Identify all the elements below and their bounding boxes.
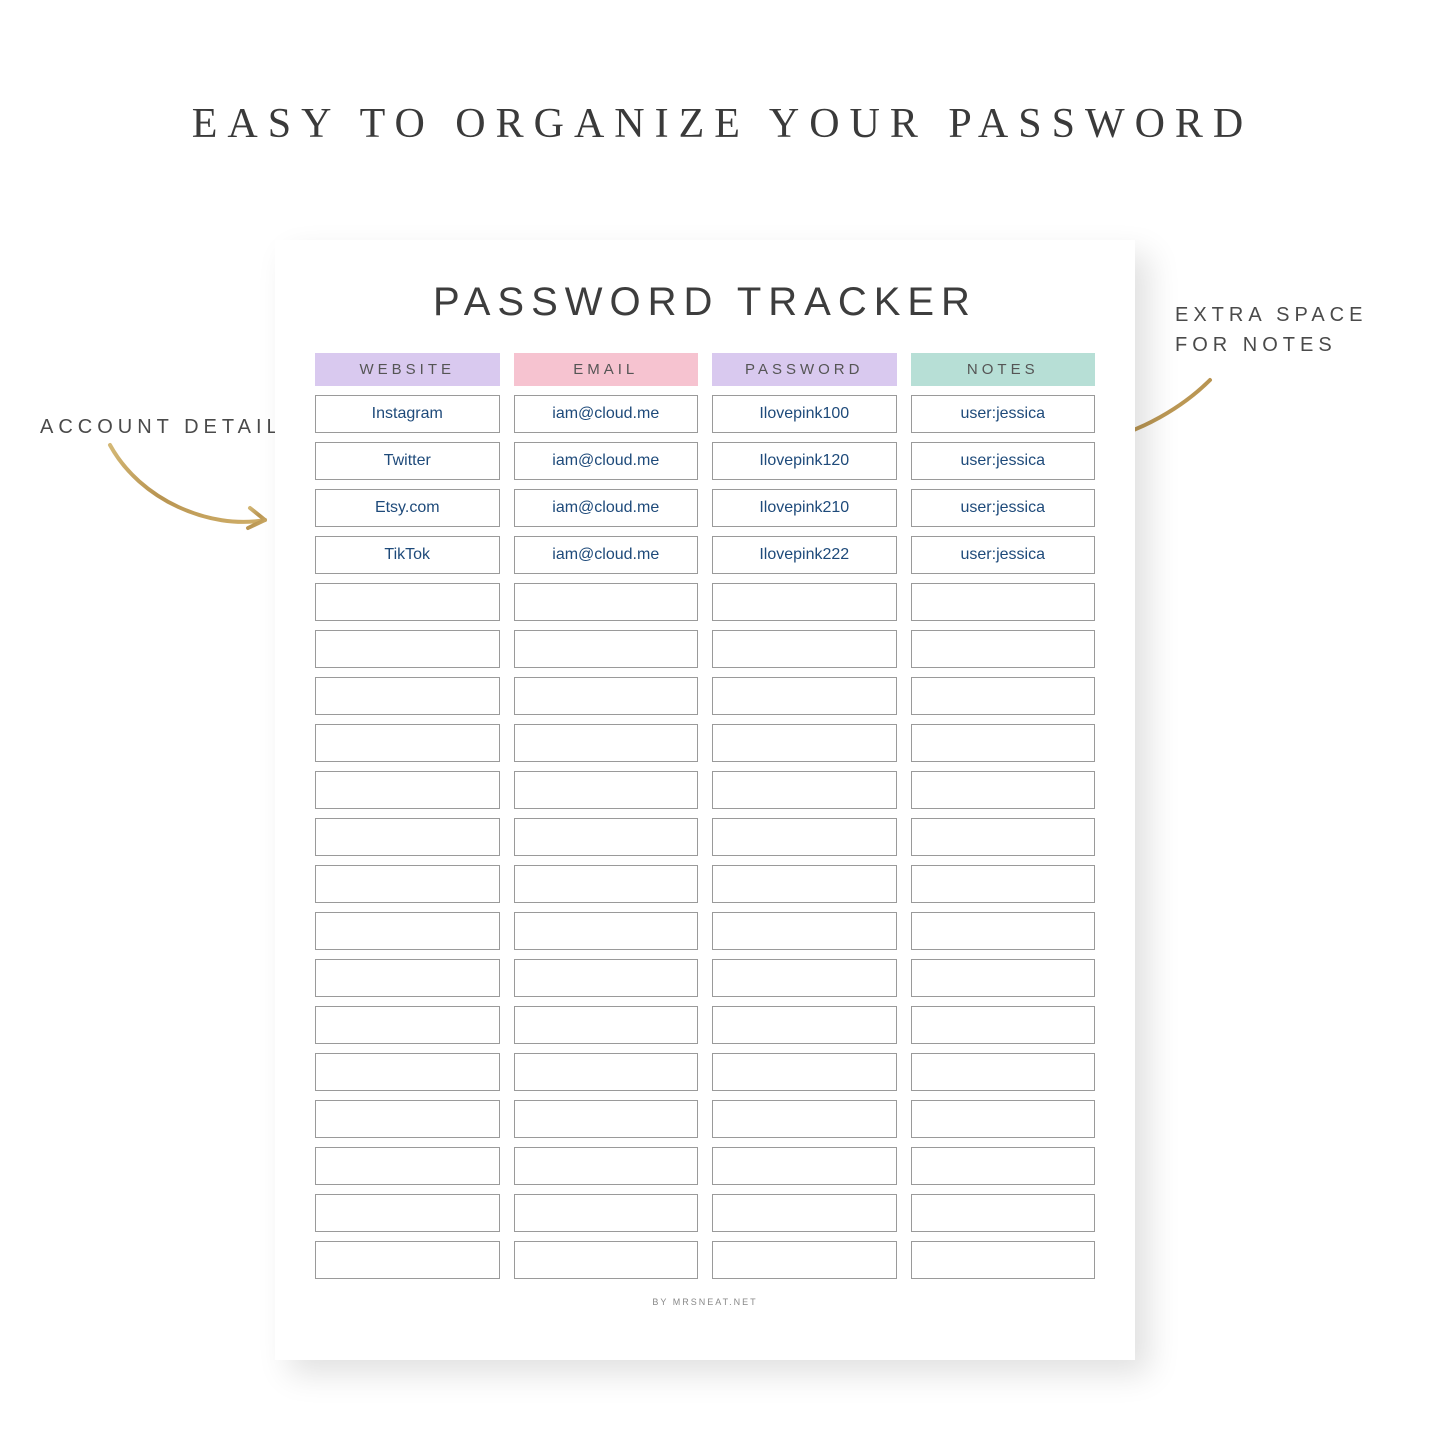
cell-empty[interactable]: [514, 865, 699, 903]
cell-empty[interactable]: [315, 677, 500, 715]
cell-empty[interactable]: [514, 724, 699, 762]
cell-empty[interactable]: [712, 1241, 897, 1279]
cell-website[interactable]: Instagram: [315, 395, 500, 433]
cell-empty[interactable]: [712, 583, 897, 621]
callout-right-line2: FOR NOTES: [1175, 334, 1337, 356]
cell-notes[interactable]: user:jessica: [911, 442, 1096, 480]
column-header-website: WEBSITE: [315, 353, 500, 386]
cell-empty[interactable]: [315, 818, 500, 856]
cell-empty[interactable]: [315, 865, 500, 903]
column-header-notes: NOTES: [911, 353, 1096, 386]
cell-empty[interactable]: [315, 959, 500, 997]
cell-empty[interactable]: [315, 724, 500, 762]
cell-empty[interactable]: [514, 912, 699, 950]
cell-empty[interactable]: [911, 583, 1096, 621]
cell-empty[interactable]: [911, 771, 1096, 809]
cell-empty[interactable]: [514, 1241, 699, 1279]
cell-website[interactable]: Etsy.com: [315, 489, 500, 527]
cell-empty[interactable]: [514, 818, 699, 856]
cell-empty[interactable]: [514, 771, 699, 809]
cell-empty[interactable]: [315, 1006, 500, 1044]
cell-empty[interactable]: [315, 630, 500, 668]
cell-website[interactable]: Twitter: [315, 442, 500, 480]
cell-empty[interactable]: [514, 630, 699, 668]
cell-password[interactable]: Ilovepink210: [712, 489, 897, 527]
cell-empty[interactable]: [712, 1194, 897, 1232]
cell-empty[interactable]: [911, 1147, 1096, 1185]
cell-empty[interactable]: [514, 1194, 699, 1232]
cell-notes[interactable]: user:jessica: [911, 536, 1096, 574]
cell-empty[interactable]: [514, 677, 699, 715]
cell-empty[interactable]: [712, 1006, 897, 1044]
cell-empty[interactable]: [911, 865, 1096, 903]
cell-empty[interactable]: [315, 1147, 500, 1185]
callout-extra-space: EXTRA SPACE FOR NOTES: [1175, 300, 1367, 360]
callout-right-line1: EXTRA SPACE: [1175, 304, 1367, 326]
cell-empty[interactable]: [315, 1241, 500, 1279]
cell-empty[interactable]: [911, 1241, 1096, 1279]
arrow-left-icon: [100, 430, 280, 550]
cell-empty[interactable]: [712, 724, 897, 762]
cell-empty[interactable]: [315, 583, 500, 621]
cell-empty[interactable]: [911, 959, 1096, 997]
cell-empty[interactable]: [712, 677, 897, 715]
cell-empty[interactable]: [712, 630, 897, 668]
cell-empty[interactable]: [712, 959, 897, 997]
column-header-email: EMAIL: [514, 353, 699, 386]
tracker-sheet: PASSWORD TRACKER WEBSITE EMAIL PASSWORD NOT…: [275, 240, 1135, 1360]
cell-notes[interactable]: user:jessica: [911, 395, 1096, 433]
cell-password[interactable]: Ilovepink100: [712, 395, 897, 433]
cell-password[interactable]: Ilovepink222: [712, 536, 897, 574]
cell-email[interactable]: iam@cloud.me: [514, 395, 699, 433]
cell-empty[interactable]: [514, 1100, 699, 1138]
cell-empty[interactable]: [911, 1194, 1096, 1232]
cell-empty[interactable]: [712, 1053, 897, 1091]
cell-empty[interactable]: [911, 724, 1096, 762]
cell-website[interactable]: TikTok: [315, 536, 500, 574]
cell-empty[interactable]: [315, 1053, 500, 1091]
cell-email[interactable]: iam@cloud.me: [514, 536, 699, 574]
cell-empty[interactable]: [911, 630, 1096, 668]
cell-empty[interactable]: [315, 912, 500, 950]
cell-empty[interactable]: [911, 818, 1096, 856]
tracker-grid: WEBSITE EMAIL PASSWORD NOTES Instagram iam@cl…: [315, 353, 1095, 1279]
cell-empty[interactable]: [514, 1006, 699, 1044]
cell-empty[interactable]: [315, 771, 500, 809]
cell-empty[interactable]: [712, 865, 897, 903]
callout-account-details: ACCOUNT DETAILS: [40, 412, 301, 442]
cell-empty[interactable]: [514, 583, 699, 621]
cell-email[interactable]: iam@cloud.me: [514, 489, 699, 527]
cell-empty[interactable]: [315, 1100, 500, 1138]
column-header-password: PASSWORD: [712, 353, 897, 386]
cell-empty[interactable]: [514, 1147, 699, 1185]
cell-empty[interactable]: [712, 771, 897, 809]
cell-password[interactable]: Ilovepink120: [712, 442, 897, 480]
cell-empty[interactable]: [712, 1147, 897, 1185]
cell-empty[interactable]: [712, 818, 897, 856]
cell-empty[interactable]: [911, 1100, 1096, 1138]
cell-empty[interactable]: [315, 1194, 500, 1232]
cell-notes[interactable]: user:jessica: [911, 489, 1096, 527]
page-headline: EASY TO ORGANIZE YOUR PASSWORD: [0, 100, 1445, 148]
sheet-title: PASSWORD TRACKER: [315, 280, 1095, 325]
cell-empty[interactable]: [911, 1006, 1096, 1044]
cell-empty[interactable]: [911, 1053, 1096, 1091]
cell-empty[interactable]: [712, 912, 897, 950]
footer-credit: BY MRSNEAT.NET: [315, 1297, 1095, 1307]
cell-empty[interactable]: [911, 912, 1096, 950]
cell-email[interactable]: iam@cloud.me: [514, 442, 699, 480]
cell-empty[interactable]: [514, 959, 699, 997]
cell-empty[interactable]: [514, 1053, 699, 1091]
cell-empty[interactable]: [712, 1100, 897, 1138]
cell-empty[interactable]: [911, 677, 1096, 715]
